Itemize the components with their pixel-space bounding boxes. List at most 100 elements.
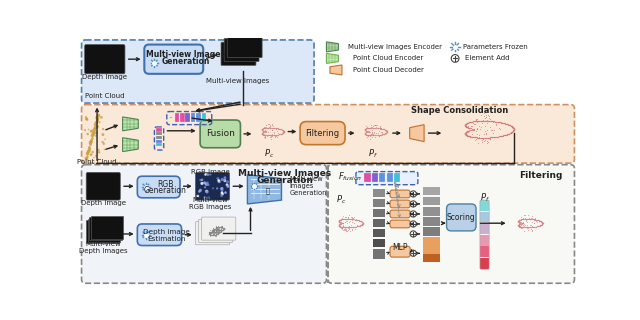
Point: [381, 128, 391, 133]
Point: [358, 220, 368, 226]
Point: [214, 224, 225, 229]
Point: [465, 126, 475, 131]
Point: [481, 135, 492, 140]
Point: [484, 114, 494, 119]
Point: [468, 119, 478, 124]
Point: [464, 125, 474, 131]
Point: [195, 189, 205, 194]
Point: [488, 135, 499, 140]
Point: [513, 222, 524, 227]
Point: [346, 225, 356, 230]
Point: [216, 186, 227, 191]
Point: [212, 231, 223, 236]
Point: [209, 232, 219, 237]
Point: [502, 132, 512, 137]
Point: [265, 134, 275, 140]
Point: [525, 222, 536, 228]
Point: [461, 124, 472, 129]
Point: [265, 125, 275, 130]
Point: [278, 128, 289, 133]
Point: [472, 125, 482, 130]
Text: Multi-view
RGB Images: Multi-view RGB Images: [189, 197, 232, 210]
Point: [481, 118, 491, 124]
Point: [480, 118, 490, 124]
Point: [214, 230, 224, 236]
Point: [219, 226, 229, 231]
Point: [377, 130, 387, 135]
Point: [462, 124, 472, 130]
Point: [460, 132, 470, 137]
Point: [529, 217, 539, 222]
FancyBboxPatch shape: [86, 220, 119, 243]
Point: [341, 215, 351, 220]
Point: [492, 119, 502, 124]
Point: [93, 148, 104, 153]
Point: [513, 223, 524, 228]
Point: [536, 219, 546, 224]
Point: [208, 231, 218, 236]
Point: [360, 131, 370, 136]
Point: [374, 124, 385, 129]
Point: [353, 218, 364, 223]
Point: [342, 216, 352, 221]
Point: [472, 135, 482, 140]
Point: [337, 227, 347, 232]
Point: [269, 125, 280, 131]
Point: [257, 127, 268, 132]
Point: [346, 215, 356, 220]
Point: [345, 218, 355, 223]
Point: [365, 133, 376, 138]
Point: [462, 133, 472, 138]
Point: [207, 229, 218, 235]
Bar: [422, 197, 440, 205]
Point: [381, 128, 392, 133]
Point: [200, 196, 211, 201]
Text: Point Cloud Encoder: Point Cloud Encoder: [353, 55, 424, 61]
Point: [471, 137, 481, 142]
Point: [373, 132, 383, 138]
FancyBboxPatch shape: [138, 224, 182, 245]
Point: [271, 125, 281, 131]
Point: [380, 131, 390, 136]
Point: [516, 224, 527, 229]
Point: [528, 217, 538, 222]
Point: [356, 222, 367, 228]
Point: [362, 135, 372, 140]
Bar: [373, 249, 385, 259]
Point: [479, 118, 489, 123]
Point: [525, 225, 535, 230]
Point: [506, 124, 516, 129]
Point: [214, 228, 224, 233]
Point: [531, 224, 541, 229]
Point: [473, 135, 483, 140]
Point: [464, 134, 474, 139]
Point: [382, 129, 392, 134]
Point: [337, 220, 347, 226]
Point: [334, 220, 344, 225]
Point: [517, 217, 527, 222]
Point: [212, 227, 222, 232]
Point: [335, 221, 345, 227]
Point: [258, 132, 268, 137]
Point: [476, 113, 486, 118]
Point: [485, 118, 495, 124]
Point: [489, 119, 499, 124]
Point: [348, 225, 358, 230]
Point: [360, 128, 371, 133]
Point: [205, 231, 216, 236]
Point: [204, 182, 214, 188]
Point: [273, 132, 284, 137]
Point: [518, 222, 529, 228]
Point: [209, 233, 220, 238]
FancyBboxPatch shape: [227, 35, 262, 58]
Point: [216, 229, 226, 234]
Point: [214, 178, 224, 183]
Point: [335, 220, 346, 225]
Point: [210, 227, 220, 232]
Point: [88, 149, 98, 155]
Point: [524, 225, 534, 230]
Point: [482, 138, 492, 143]
Point: [464, 120, 474, 125]
Point: [509, 127, 519, 132]
Point: [465, 134, 476, 139]
